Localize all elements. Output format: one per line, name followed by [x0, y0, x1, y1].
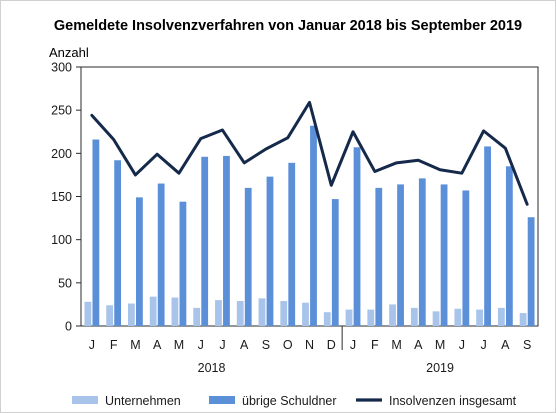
x-tick-label: M [130, 338, 140, 352]
legend-label: Unternehmen [105, 394, 181, 408]
bar-uebrige-schuldner [179, 201, 187, 326]
x-tick-label: A [501, 338, 510, 352]
bar-uebrige-schuldner [505, 166, 513, 326]
bar-uebrige-schuldner [244, 187, 252, 326]
legend-swatch [209, 396, 235, 404]
bar-unternehmen [389, 304, 396, 326]
bar-unternehmen [367, 309, 375, 326]
bar-uebrige-schuldner [288, 162, 296, 326]
year-labels: 2018 2019 [198, 326, 454, 375]
bars-group [84, 125, 535, 326]
bar-unternehmen [106, 305, 114, 326]
y-axis-label: Anzahl [49, 45, 89, 60]
bar-uebrige-schuldner [201, 156, 209, 326]
bar-unternehmen [193, 307, 201, 326]
bar-unternehmen [323, 312, 331, 326]
bar-uebrige-schuldner [353, 147, 361, 326]
x-tick-label: M [435, 338, 445, 352]
x-tick-label: F [371, 338, 379, 352]
x-tick-label: A [153, 338, 162, 352]
total-line-group [90, 100, 529, 206]
bar-unternehmen [236, 300, 244, 326]
bar-unternehmen [128, 303, 135, 326]
x-tick-label: J [350, 338, 356, 352]
y-tick-label: 250 [51, 104, 72, 118]
bar-uebrige-schuldner [375, 187, 383, 326]
x-tick-label: F [110, 338, 118, 352]
year-label: 2019 [426, 361, 454, 375]
legend-swatch [72, 396, 98, 404]
bar-uebrige-schuldner [484, 146, 491, 326]
bar-unternehmen [302, 302, 309, 326]
x-tick-label: A [414, 338, 423, 352]
chart-title: Gemeldete Insolvenzverfahren von Januar … [54, 18, 522, 34]
y-tick-label: 200 [51, 147, 72, 161]
bar-uebrige-schuldner [527, 217, 535, 326]
bar-uebrige-schuldner [331, 199, 339, 326]
legend-label: übrige Schuldner [242, 394, 337, 408]
bar-unternehmen [432, 311, 440, 326]
x-tick-label: N [305, 338, 314, 352]
x-tick-label: J [459, 338, 465, 352]
x-tick-label: J [89, 338, 95, 352]
x-tick-label: S [523, 338, 531, 352]
y-tick-label: 150 [51, 190, 72, 204]
legend: Unternehmen übrige Schuldner Insolvenzen i… [72, 394, 517, 408]
bar-unternehmen [519, 313, 527, 326]
bar-uebrige-schuldner [157, 183, 165, 326]
bar-uebrige-schuldner [440, 184, 448, 326]
bar-uebrige-schuldner [310, 125, 317, 326]
year-label: 2018 [198, 361, 226, 375]
bar-unternehmen [345, 309, 353, 326]
bar-unternehmen [149, 296, 157, 326]
bar-unternehmen [258, 298, 266, 326]
bar-uebrige-schuldner [136, 197, 143, 326]
bar-uebrige-schuldner [266, 176, 274, 326]
y-axis: 0 50 100 150 200 250 300 [51, 61, 81, 334]
x-tick-label: A [240, 338, 249, 352]
x-tick-label: M [174, 338, 184, 352]
bar-unternehmen [476, 309, 483, 326]
bar-uebrige-schuldner [92, 139, 100, 326]
x-tick-label: O [283, 338, 293, 352]
x-tick-label: J [480, 338, 486, 352]
bar-unternehmen [84, 301, 92, 326]
bar-unternehmen [280, 300, 288, 326]
x-tick-label: J [198, 338, 204, 352]
y-tick-label: 100 [51, 233, 72, 247]
x-tick-label: S [262, 338, 270, 352]
legend-label: Insolvenzen insgesamt [389, 394, 517, 408]
bar-unternehmen [215, 300, 222, 326]
y-tick-label: 50 [58, 276, 72, 290]
y-tick-label: 0 [65, 320, 72, 334]
bar-uebrige-schuldner [418, 178, 426, 326]
x-tick-label: M [391, 338, 401, 352]
line-insolvenzen-insgesamt [90, 100, 529, 206]
bar-uebrige-schuldner [114, 160, 122, 326]
y-tick-label: 300 [51, 61, 72, 75]
bar-unternehmen [410, 307, 418, 326]
x-tick-label: J [219, 338, 225, 352]
bar-unternehmen [171, 297, 179, 326]
bar-unternehmen [497, 307, 505, 326]
bar-uebrige-schuldner [397, 184, 404, 326]
bar-uebrige-schuldner [462, 190, 470, 326]
x-tick-label: D [327, 338, 336, 352]
bar-unternehmen [454, 308, 462, 326]
bar-uebrige-schuldner [223, 155, 230, 326]
